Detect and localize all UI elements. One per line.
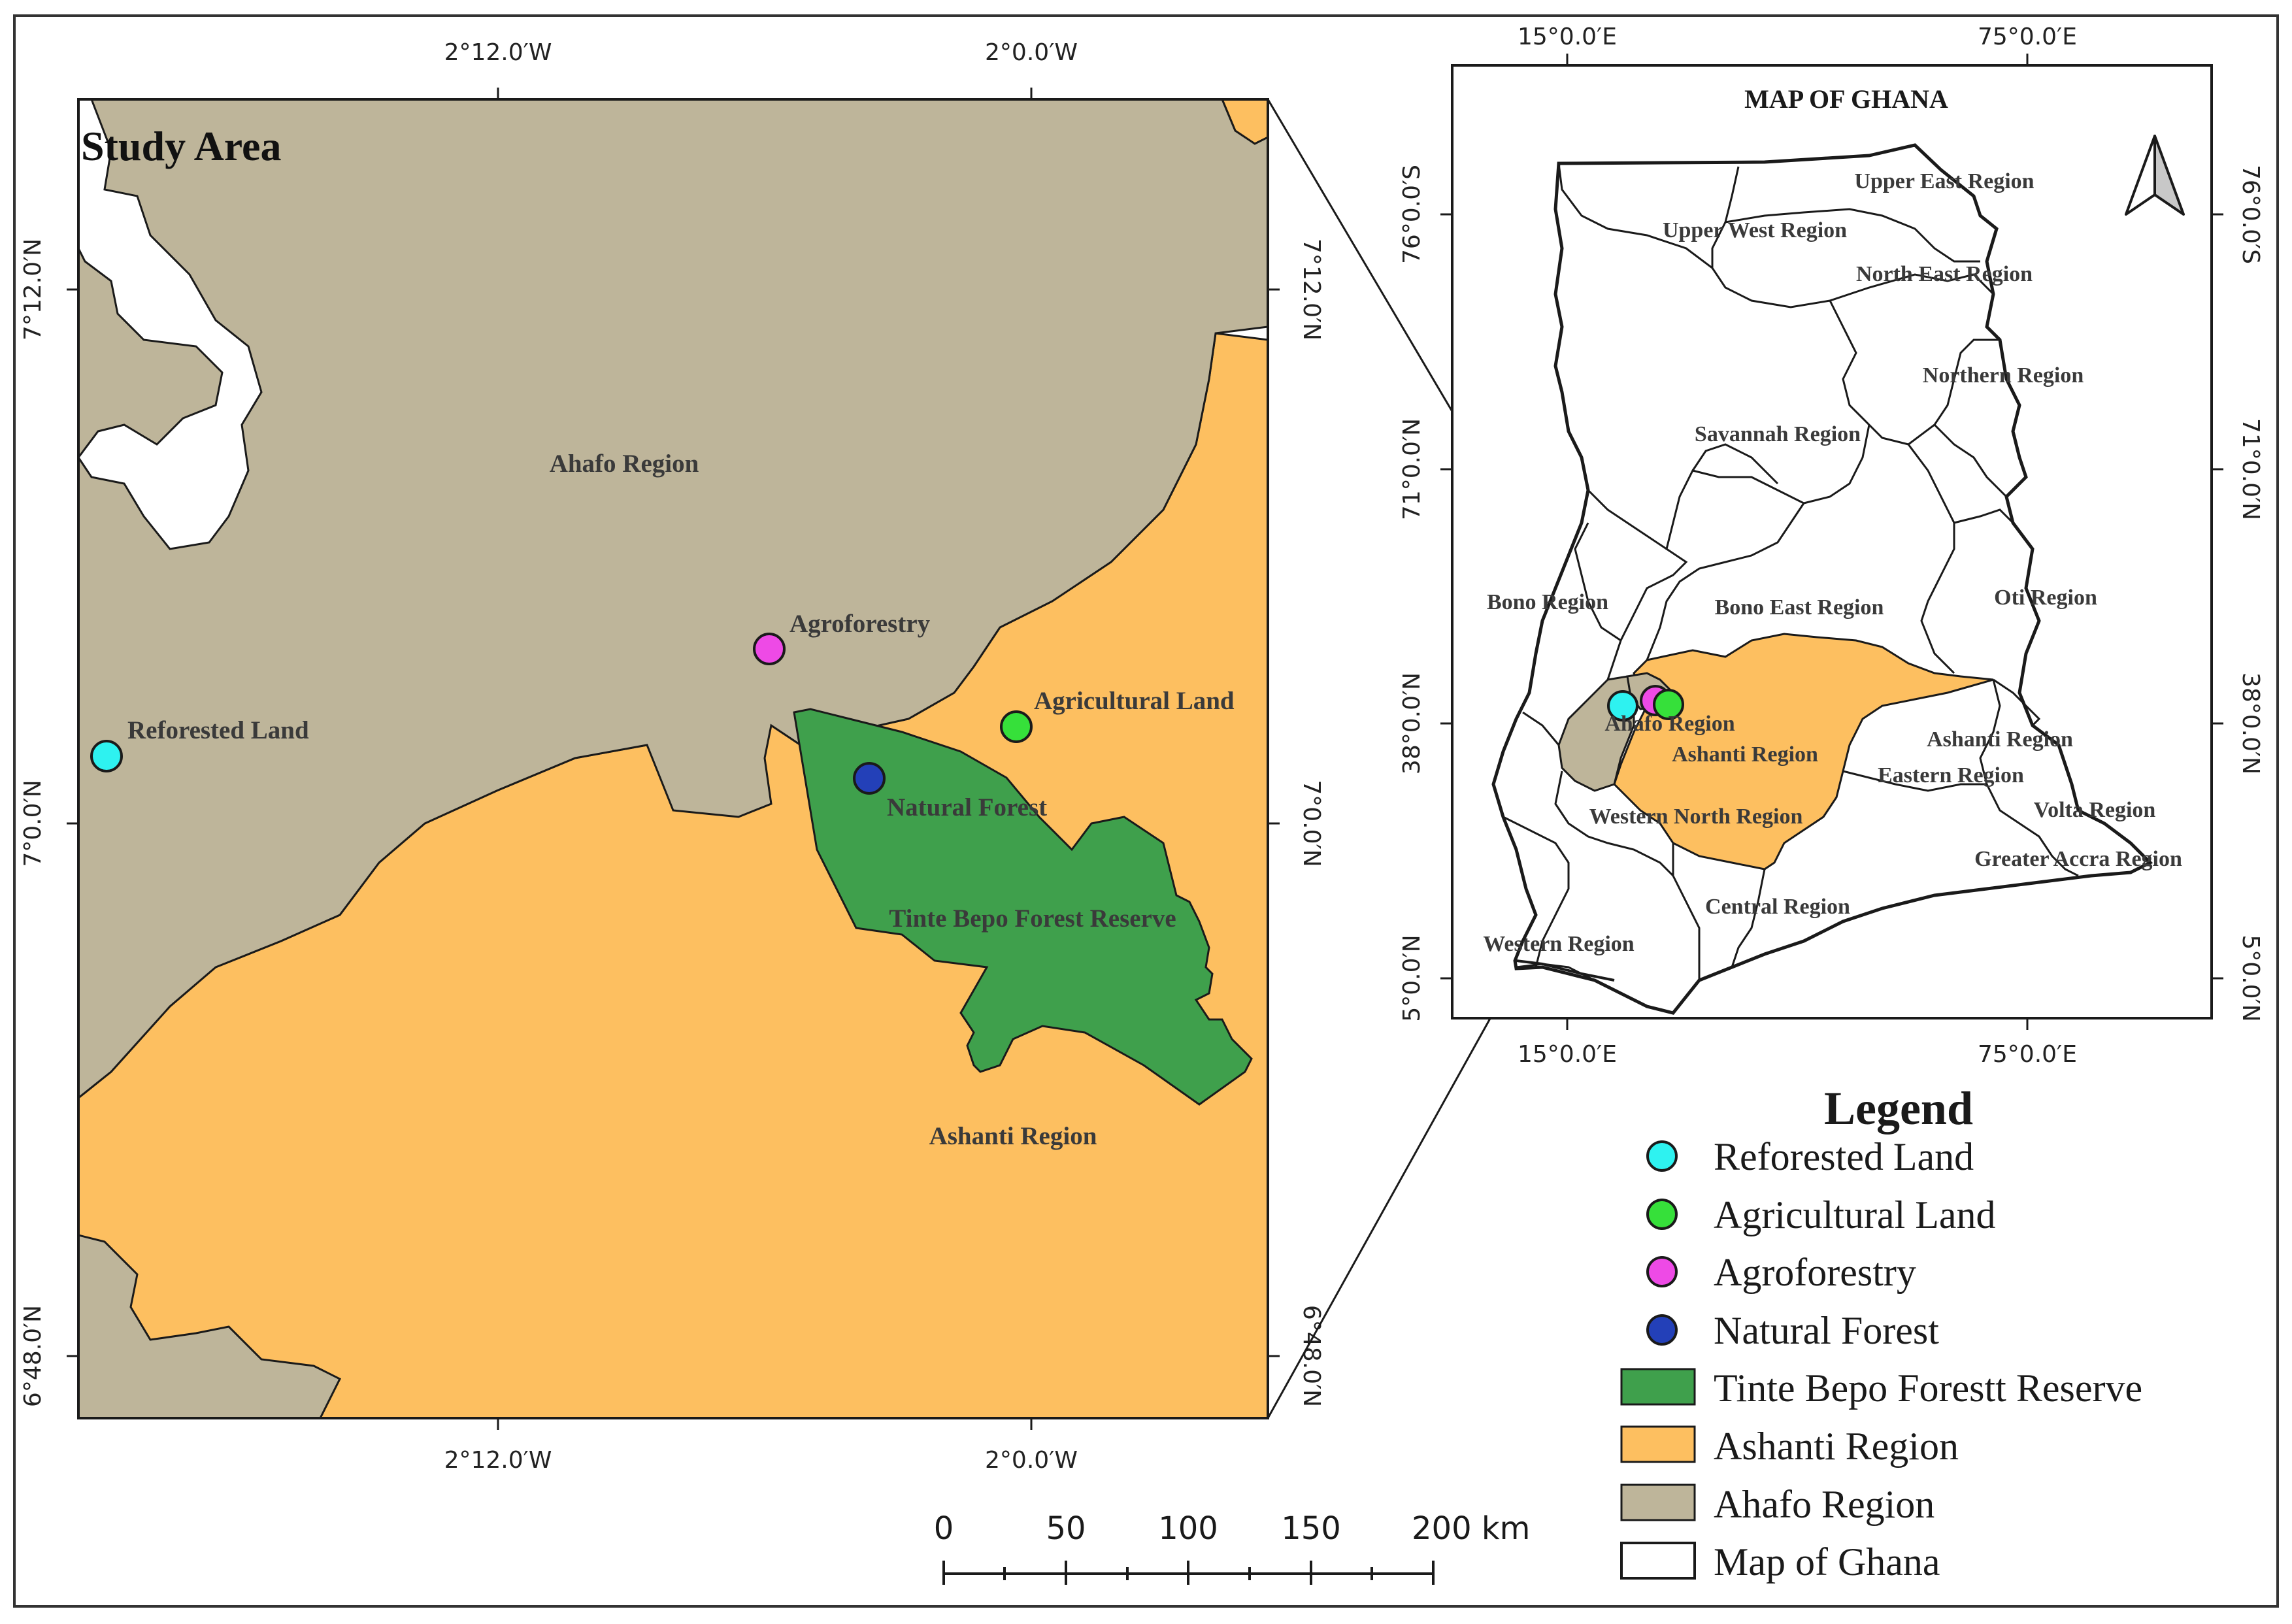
ghana-top-tick-1: 15°0.0′E — [1518, 24, 1617, 50]
study-left-tick-1: 7°12.0′N — [20, 239, 46, 340]
legend-symbol-ahafo — [1620, 1483, 1696, 1521]
ghana-left-tick-4: 5°0.0′N — [1399, 935, 1425, 1021]
scale-tick-100: 100 — [1158, 1510, 1218, 1547]
ghana-left-tick-2: 71°0.0′N — [1399, 418, 1425, 520]
study-right-tick-1: 7°12.0′N — [1298, 239, 1325, 340]
ghana-label-ahafo: Ahafo Region — [1604, 712, 1735, 736]
study-ahafo-patch — [78, 1234, 342, 1418]
legend-symbol-ghana — [1620, 1542, 1696, 1580]
legend-label-reforested: Reforested Land — [1714, 1135, 1974, 1178]
study-left-tick-2: 7°0.0′N — [20, 780, 46, 867]
legend-symbol-reserve — [1620, 1368, 1696, 1406]
ghana-right-tick-1: 76°0.0′S — [2237, 165, 2264, 264]
ghana-right-tick-4: 5°0.0′N — [2237, 935, 2264, 1021]
ghana-left-tick-1: 76°0.0′S — [1399, 165, 1425, 264]
legend-label-ahafo: Ahafo Region — [1714, 1483, 1935, 1526]
scale-tick-50: 50 — [1046, 1510, 1086, 1547]
legend-symbol-reforested — [1646, 1140, 1678, 1172]
legend-symbol-agroforestry — [1646, 1256, 1678, 1287]
point-label-natural-forest: Natural Forest — [887, 793, 1047, 821]
study-left-tick-3: 6°48.0′N — [20, 1305, 46, 1407]
study-outside-area — [78, 99, 263, 550]
scale-bar: 0 50 100 150 200 km — [934, 1510, 1530, 1585]
ghana-label-western: Western Region — [1483, 932, 1634, 956]
legend-label-ghana: Map of Ghana — [1714, 1540, 1940, 1583]
point-agroforestry — [753, 633, 786, 665]
ghana-label-volta: Volta Region — [2034, 798, 2156, 822]
point-reforested-land — [90, 740, 123, 772]
study-frame — [77, 98, 1269, 1419]
ghana-label-savannah: Savannah Region — [1695, 422, 1861, 446]
study-tick-marks — [67, 88, 1280, 1430]
study-area-title: Study Area — [81, 123, 281, 169]
outer-border — [13, 14, 2279, 1608]
ghana-map-title: MAP OF GHANA — [1744, 84, 1948, 114]
ghana-frame — [1451, 64, 2213, 1019]
study-reserve-area — [793, 708, 1253, 1106]
study-top-tick-2: 2°0.0′W — [985, 39, 1078, 66]
ghana-label-northern: Northern Region — [1923, 363, 2084, 388]
ghana-label-upper-east: Upper East Region — [1854, 169, 2034, 193]
label-ahafo-region: Ahafo Region — [550, 450, 699, 478]
ghana-label-ashanti-east: Ashanti Region — [1927, 727, 2073, 752]
ghana-point-agricultural — [1653, 689, 1684, 720]
ghana-label-ashanti: Ashanti Region — [1672, 742, 1818, 767]
ghana-bottom-tick-2: 75°0.0′E — [1978, 1041, 2077, 1068]
study-ahafo-area — [78, 99, 1268, 1099]
legend-symbol-agricultural — [1646, 1199, 1678, 1230]
legend-symbol-ashanti — [1620, 1425, 1696, 1463]
ghana-label-bono: Bono Region — [1487, 590, 1608, 614]
ghana-label-western-north: Western North Region — [1589, 804, 1803, 829]
ghana-left-tick-3: 38°0.0′N — [1399, 672, 1425, 774]
legend: Legend Reforested Land Agricultural Land… — [1620, 1082, 2142, 1583]
ghana-label-upper-west: Upper West Region — [1663, 218, 1847, 242]
label-tinte-bepo-reserve: Tinte Bepo Forest Reserve — [889, 904, 1176, 933]
ghana-bottom-tick-1: 15°0.0′E — [1518, 1041, 1617, 1068]
scale-tick-150: 150 — [1281, 1510, 1341, 1547]
legend-label-reserve: Tinte Bepo Forestt Reserve — [1714, 1367, 2142, 1410]
ghana-point-reforested — [1607, 690, 1638, 721]
ghana-label-oti: Oti Region — [1994, 586, 2097, 610]
legend-label-natural-forest: Natural Forest — [1714, 1309, 1939, 1352]
point-label-agricultural-land: Agricultural Land — [1034, 687, 1235, 715]
point-label-agroforestry: Agroforestry — [789, 610, 931, 638]
ghana-region-boundaries — [1503, 163, 2079, 982]
ghana-top-tick-2: 75°0.0′E — [1978, 24, 2077, 50]
ghana-coast-segment — [1516, 959, 1615, 982]
study-area-map — [78, 99, 1268, 1418]
point-label-reforested-land: Reforested Land — [127, 716, 309, 744]
ghana-overview-map — [1452, 65, 2212, 1018]
legend-label-agroforestry: Agroforestry — [1714, 1251, 1916, 1294]
study-right-tick-2: 7°0.0′N — [1298, 780, 1325, 867]
label-ashanti-region: Ashanti Region — [929, 1122, 1097, 1150]
ghana-right-tick-3: 38°0.0′N — [2237, 672, 2264, 774]
point-agricultural-land — [1000, 710, 1033, 743]
legend-label-ashanti: Ashanti Region — [1714, 1425, 1959, 1468]
study-bottom-tick-2: 2°0.0′W — [985, 1447, 1078, 1474]
study-top-tick-1: 2°12.0′W — [444, 39, 552, 66]
north-arrow-icon — [2125, 135, 2185, 216]
ghana-label-bono-east: Bono East Region — [1715, 595, 1884, 620]
ghana-label-eastern: Eastern Region — [1878, 763, 2024, 787]
legend-title: Legend — [1824, 1082, 1973, 1135]
legend-symbol-natural-forest — [1646, 1314, 1678, 1346]
study-bottom-tick-1: 2°12.0′W — [444, 1447, 552, 1474]
ghana-right-tick-2: 71°0.0′N — [2237, 418, 2264, 520]
legend-label-agricultural: Agricultural Land — [1714, 1193, 1996, 1236]
scale-tick-200: 200 km — [1412, 1510, 1530, 1547]
ghana-label-greater-accra: Greater Accra Region — [1974, 847, 2182, 871]
ghana-tick-marks — [1440, 54, 2223, 1030]
ghana-label-central: Central Region — [1705, 895, 1850, 919]
point-natural-forest — [853, 762, 886, 795]
scale-tick-0: 0 — [934, 1510, 954, 1547]
ghana-label-north-east: North East Region — [1856, 262, 2033, 286]
